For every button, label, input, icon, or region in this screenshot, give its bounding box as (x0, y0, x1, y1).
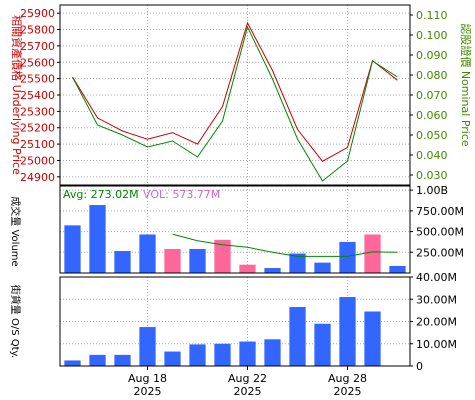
nominal-tick-label: 0.100 (416, 29, 448, 42)
outstanding-panel: 0 10.00M 20.00M 30.00M 40.00M (59, 271, 457, 373)
volume-tick-label: 250.00M (416, 246, 464, 259)
date-tick-year: 2025 (234, 385, 262, 398)
os-bar (139, 327, 156, 366)
os-tick-label: 10.00M (416, 338, 457, 351)
os-tick-label: 0 (416, 360, 423, 373)
os-bar (214, 343, 231, 366)
underlying-tick-label: 25800 (20, 24, 55, 37)
os-bar (189, 344, 206, 366)
nominal-tick-label: 0.080 (416, 69, 448, 82)
nominal-tick-label: 0.060 (416, 109, 448, 122)
volume-bar (114, 251, 131, 273)
volume-bar (214, 239, 231, 273)
date-tick-label: Aug 28 (328, 372, 367, 385)
os-bar (114, 354, 131, 366)
nominal-tick-label: 0.040 (416, 149, 448, 162)
date-tick-label: Aug 18 (128, 372, 167, 385)
os-bar (364, 311, 381, 366)
os-tick-label: 40.00M (416, 271, 457, 284)
price-frame (59, 4, 411, 186)
volume-tick-label: 750.00M (416, 205, 464, 218)
underlying-tick-label: 25000 (20, 154, 55, 167)
volume-bar (164, 248, 181, 273)
date-tick-year: 2025 (334, 385, 362, 398)
volume-tick-label: 500.00M (416, 226, 464, 239)
nominal-tick-label: 0.090 (416, 49, 448, 62)
underlying-tick-label: 25400 (20, 89, 55, 102)
os-bar (239, 341, 256, 366)
underlying-tick-label: 25700 (20, 40, 55, 53)
nominal-tick-label: 0.050 (416, 129, 448, 142)
volume-tick-label: 1.00B (416, 184, 448, 197)
os-bar (314, 323, 331, 366)
nominal-tick-label: 0.070 (416, 89, 448, 102)
os-bar (289, 307, 306, 366)
volume-bar (289, 253, 306, 273)
volume-axis-title: 成交量 Volume (9, 196, 22, 266)
underlying-tick-label: 25100 (20, 138, 55, 151)
volume-panel: 250.00M 500.00M 750.00M 1.00B (59, 184, 464, 274)
nominal-tick-label: 0.110 (416, 9, 448, 22)
vol-label: VOL: 573.77M (143, 188, 220, 201)
volume-bar (264, 268, 281, 273)
date-tick-label: Aug 22 (228, 372, 267, 385)
os-bar (339, 297, 356, 366)
nominal-axis-title: 認股證價 Nominal Price (459, 23, 473, 147)
volume-bar (364, 234, 381, 273)
underlying-tick-label: 25500 (20, 73, 55, 86)
volume-frame (59, 185, 411, 274)
os-bar (64, 360, 81, 366)
volume-bar (314, 262, 331, 273)
underlying-axis-title: 相關資產價格 Underlying Price (10, 15, 24, 175)
nominal-price-line (72, 25, 398, 182)
underlying-tick-label: 25600 (20, 56, 55, 69)
os-frame (59, 276, 411, 367)
os-bar (89, 354, 106, 366)
volume-bar (64, 225, 81, 273)
volume-bar (239, 264, 256, 273)
volume-bar (339, 241, 356, 273)
os-bar (164, 351, 181, 366)
date-tick-year: 2025 (134, 385, 162, 398)
volume-average-line (172, 233, 398, 257)
underlying-tick-label: 25200 (20, 122, 55, 135)
price-panel: 24900 25000 25100 25200 25300 25400 25500 25600… (20, 4, 448, 186)
os-tick-label: 30.00M (416, 293, 457, 306)
axis-titles: 相關資產價格 Underlying Price 認股證價 Nominal Pri… (9, 15, 473, 358)
volume-bar (389, 265, 406, 273)
volume-bar (139, 234, 156, 273)
os-tick-label: 20.00M (416, 316, 457, 329)
underlying-tick-label: 25900 (20, 7, 55, 20)
underlying-price-line (72, 21, 398, 162)
avg-label: Avg: 273.02M (63, 188, 139, 201)
os-axis-title: 街貨量 O/S Qty. (9, 285, 22, 358)
volume-bar (189, 248, 206, 273)
underlying-tick-label: 24900 (20, 171, 55, 184)
nominal-tick-label: 0.030 (416, 169, 448, 182)
underlying-tick-label: 25300 (20, 105, 55, 118)
os-bar (264, 339, 281, 366)
volume-bar (89, 205, 106, 273)
